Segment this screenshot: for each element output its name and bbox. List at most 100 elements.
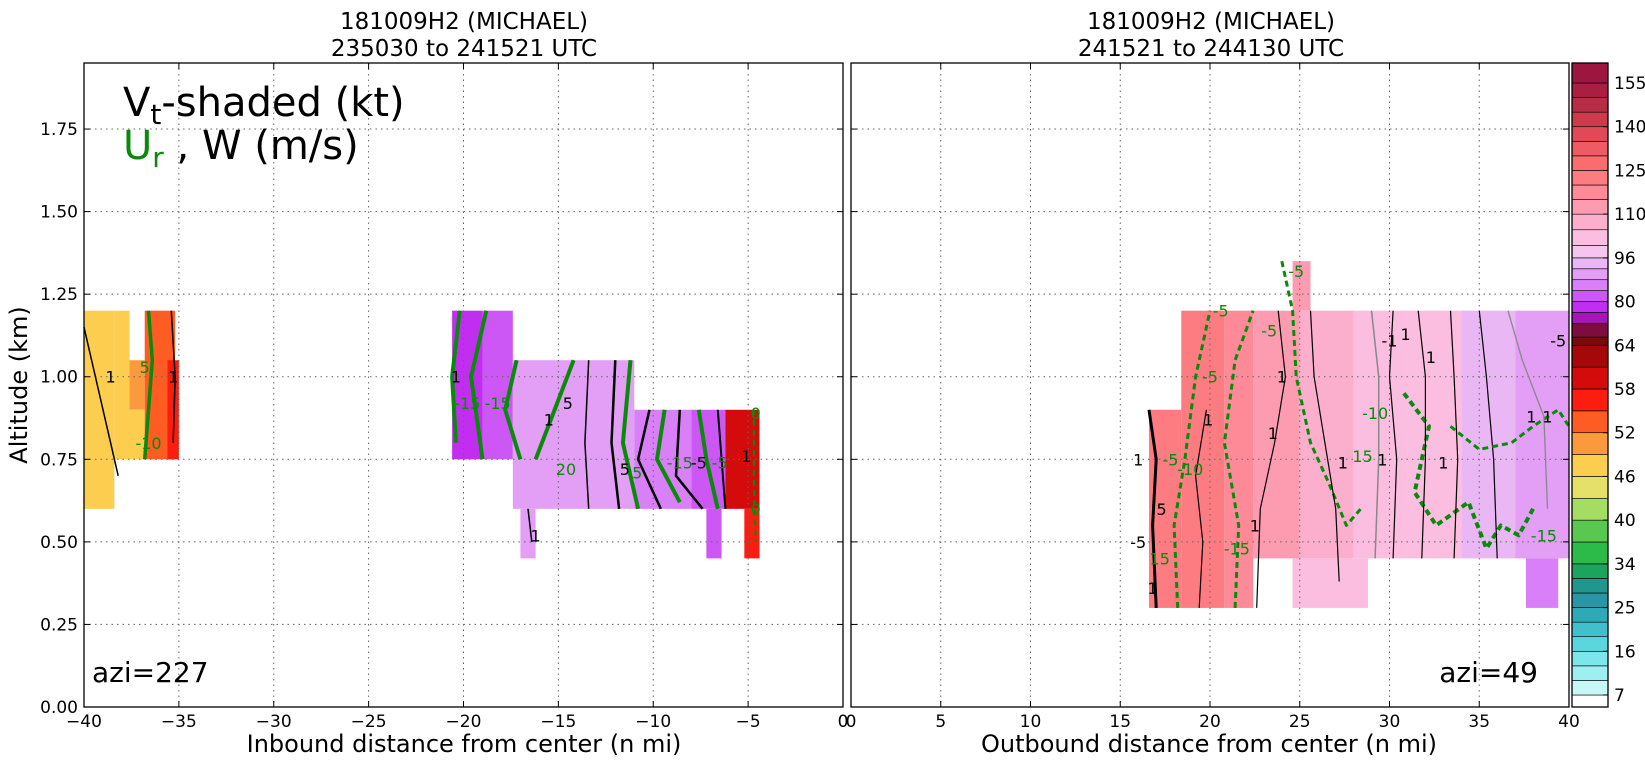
right-contour-label: 1 [1338,454,1348,473]
left-contour-line [527,508,533,542]
left-vt-cell [167,360,179,460]
left-contour-line [696,409,720,510]
left-x-tick-label: −35 [161,712,197,732]
left-contour-label: 1 [741,447,751,466]
colorbar-band [1571,592,1609,608]
ur-subscript: r [152,141,164,174]
colorbar-tick-label: 40 [1614,511,1636,531]
right-x-tick-label: 20 [1199,712,1221,732]
right-contour-label: 15 [1352,447,1372,466]
left-contour-line [142,310,155,460]
left-vt-cell [520,508,536,559]
colorbar-band [1571,97,1609,113]
colorbar-band [1571,290,1609,302]
left-y-tick-label: 1.75 [40,120,78,140]
right-vt-cell [1292,558,1368,608]
right-title-line1: 181009H2 (MICHAEL) [1087,9,1335,35]
right-panel: 181009H2 (MICHAEL) 241521 to 244130 UTC … [846,9,1580,758]
colorbar-band [1571,607,1609,623]
colorbar-tick-label: 7 [1614,686,1625,706]
left-contour-label: -5 [712,454,728,473]
colorbar-band [1571,694,1609,708]
right-contour-label: -5 [1130,533,1146,552]
colorbar-tick-label: 110 [1614,205,1645,225]
right-contour-label: 1 [1426,348,1436,367]
colorbar-band [1571,336,1609,346]
right-contour-label: 1 [1438,454,1448,473]
left-contour-label: -15 [454,394,480,413]
left-contour-label: 5 [140,358,150,377]
right-contour-line [1222,310,1255,608]
colorbar-band [1571,344,1609,368]
left-contour-lines [83,310,757,542]
right-contour-label: 1 [1133,450,1143,469]
left-contour-line [610,360,621,509]
colorbar-tick-label: 25 [1614,599,1636,619]
colorbar-band [1571,541,1609,565]
right-x-tick-label: 40 [1558,712,1580,732]
colorbar-band [1571,126,1609,142]
left-title-line2: 235030 to 241521 UTC [331,36,597,62]
left-legend-line2: Ur , W (m/s) [123,123,359,174]
left-azimuth-label: azi=227 [92,656,209,689]
right-contour-label: 1 [1377,450,1387,469]
left-vt-cell [706,508,722,559]
colorbar-band [1571,665,1609,681]
left-y-tick-label: 1.25 [40,285,78,305]
left-title-line1: 181009H2 (MICHAEL) [340,9,588,35]
left-contour-line [584,360,590,509]
colorbar: 7 16 25 34 40 46 52 58 64 80 96 110 125 140 155 [1571,62,1645,708]
right-contour-label: -5 [1213,302,1229,321]
left-panel: 181009H2 (MICHAEL) 235030 to 241521 UTC … [5,9,848,758]
colorbar-band [1571,301,1609,313]
left-y-tick-label: 0.75 [40,450,78,470]
colorbar-tick-label: 96 [1614,249,1636,269]
right-contour-line [1388,310,1398,559]
right-x-axis-label: Outbound distance from center (n mi) [981,730,1437,758]
right-ticks: 0 5 10 15 20 25 30 35 40 [846,63,1580,732]
left-vt-cell [482,310,513,460]
right-contour-label: -15 [1224,539,1250,558]
right-contour-line [1417,310,1427,559]
right-vt-cell [1525,558,1559,608]
colorbar-band [1571,388,1609,412]
left-contour-line [752,409,757,542]
left-contour-label: 1 [451,368,461,387]
right-contour-label: 15 [1150,549,1170,568]
left-ticks: −40 −35 −30 −25 −20 −15 −10 −5 0 0.00 0.25 0.50 0.75… [40,63,848,732]
right-contour-label: -10 [1177,460,1203,479]
colorbar-band [1571,476,1609,499]
right-contour-label: 1 [1203,411,1213,430]
colorbar-band [1571,229,1609,246]
colorbar-band [1571,563,1609,579]
right-contour-label: 1 [1542,407,1552,426]
left-contour-label: 1 [105,368,115,387]
right-azimuth-label: azi=49 [1439,656,1538,689]
colorbar-band [1571,184,1609,200]
left-contour-label: 0 [751,404,761,423]
colorbar-band [1571,62,1609,84]
right-x-tick-label: 0 [846,712,857,732]
left-x-tick-label: −10 [635,712,671,732]
left-vt-cell [84,310,115,509]
right-contour-line [1449,310,1459,559]
right-title-line2: 241521 to 244130 UTC [1078,36,1344,62]
left-contour-label: 1 [531,526,541,545]
colorbar-band [1571,82,1609,98]
left-contour-label: 5 [620,460,630,479]
left-x-axis-label: Inbound distance from center (n mi) [247,730,682,758]
left-x-tick-label: −20 [446,712,482,732]
right-grid [851,63,1569,707]
left-vt-cell [114,310,130,460]
left-contour-label: -15 [667,454,693,473]
left-x-tick-label: 0 [838,712,849,732]
right-vt-cell [1224,310,1254,608]
colorbar-band [1571,323,1609,338]
colorbar-tick-label: 80 [1614,293,1636,313]
colorbar-band [1571,578,1609,594]
right-contour-line [1449,408,1571,451]
colorbar-band [1571,279,1609,291]
left-y-tick-label: 0.00 [40,698,78,718]
